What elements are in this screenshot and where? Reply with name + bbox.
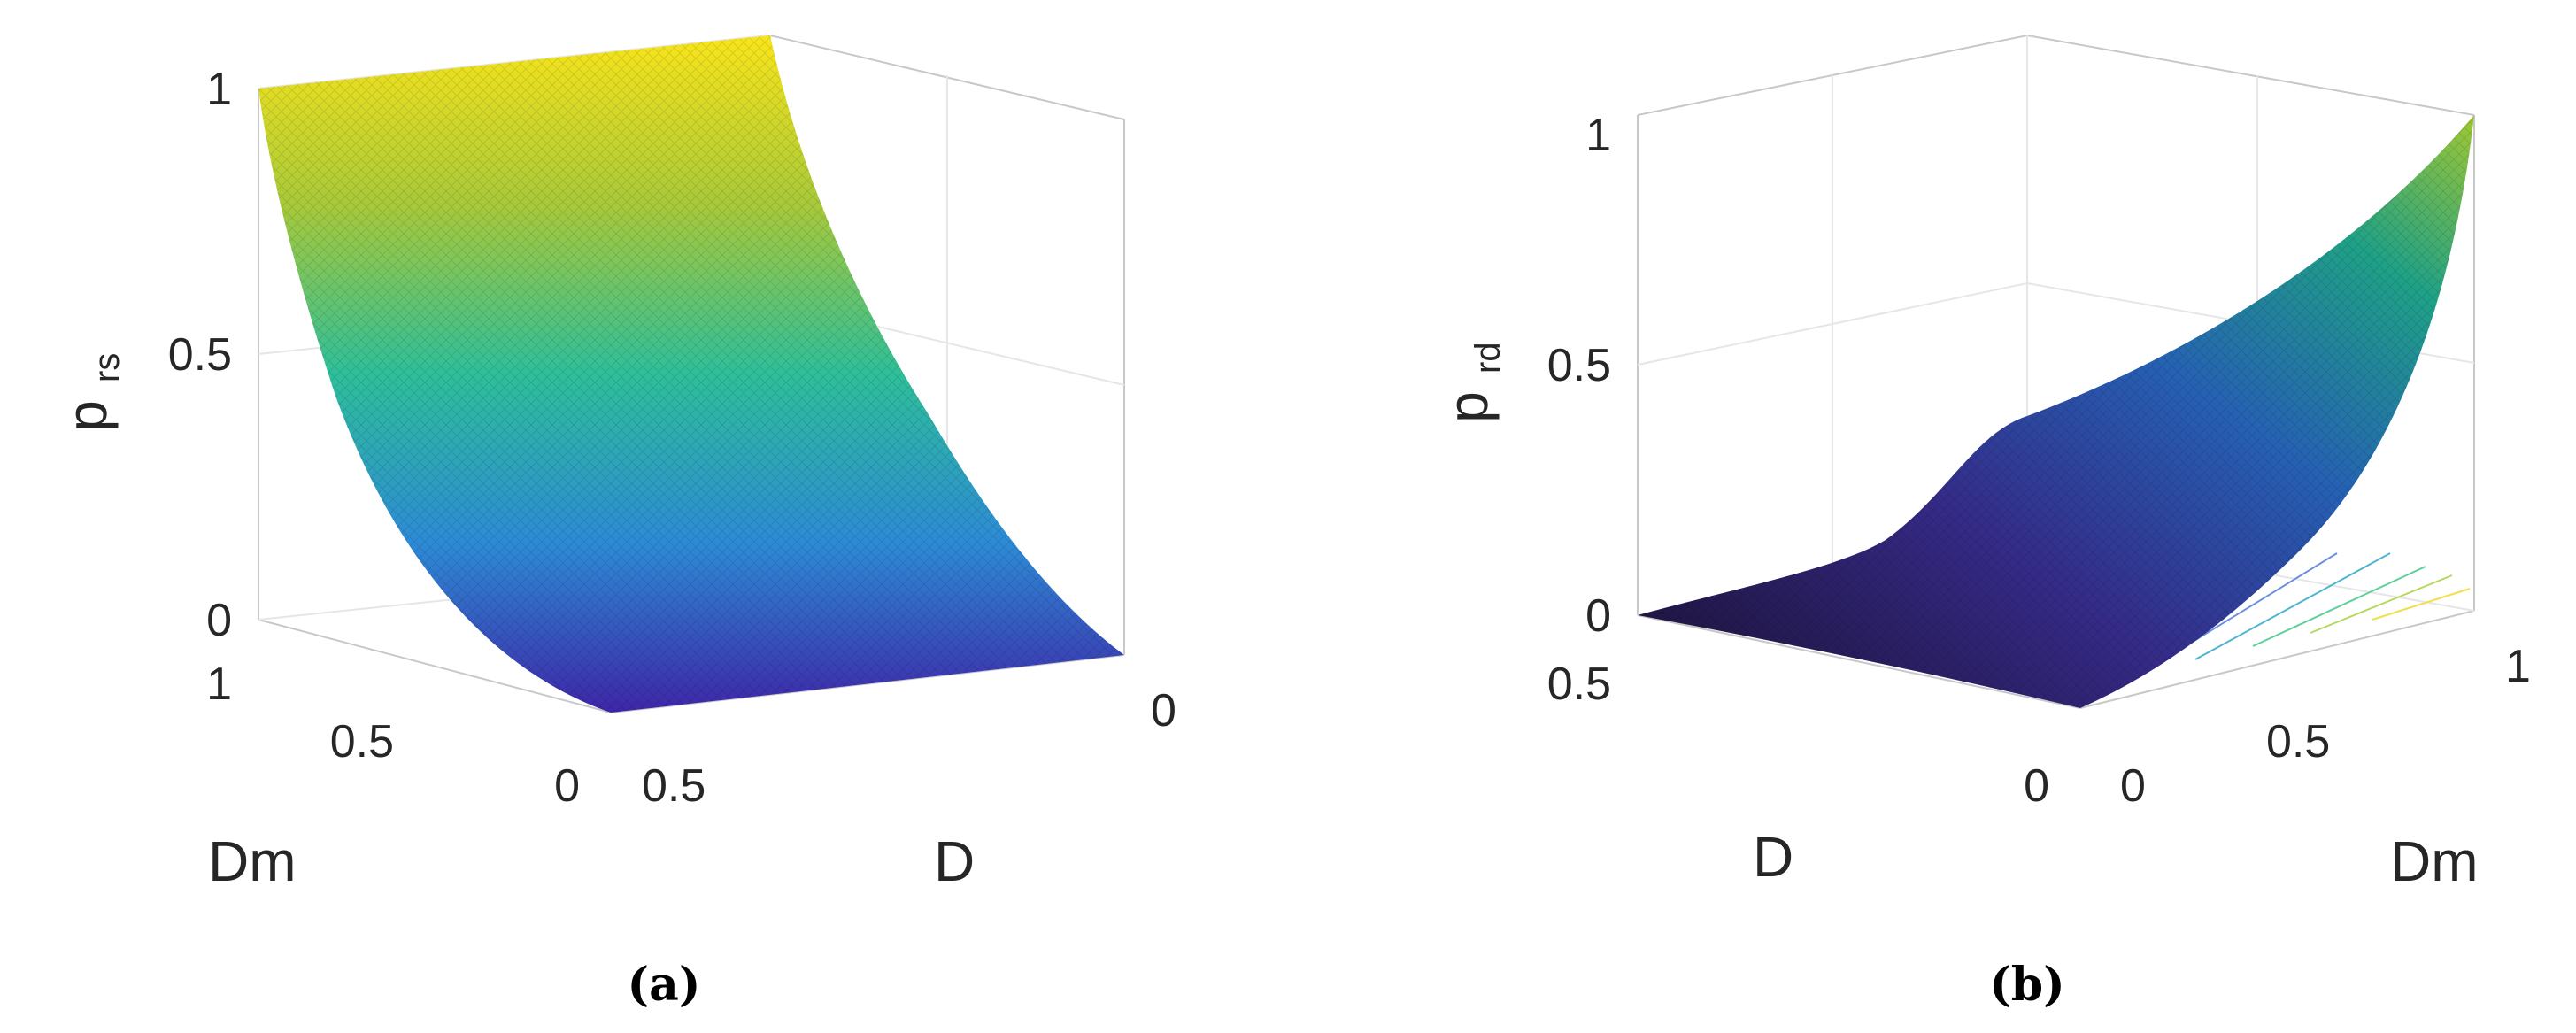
panel-b-mesh <box>1638 115 2474 708</box>
panel-b-zlabel: p rd <box>1436 342 1508 422</box>
panel-b-z-tick-05: 0.5 <box>1547 340 1611 391</box>
panel-a-z-tick-0: 0 <box>206 595 232 646</box>
panel-b-dm-tick-0: 0 <box>2120 760 2146 812</box>
panel-a-ylabel: Dm <box>208 829 297 893</box>
panel-b-d-tick-0: 0 <box>2024 760 2049 812</box>
panel-a-mesh <box>258 35 1124 713</box>
panel-a-dm-tick-1: 1 <box>206 659 232 710</box>
panel-b-dm-tick-1: 1 <box>2505 641 2531 692</box>
panel-a-dm-tick-05: 0.5 <box>330 716 394 767</box>
panel-b-z-tick-1: 1 <box>1585 110 1611 161</box>
panel-a-zlabel-sub: rs <box>88 353 127 382</box>
panel-a-zlabel: p rs <box>55 353 127 432</box>
panel-b-z-tick-0: 0 <box>1585 590 1611 642</box>
panel-b-zlabel-main: p <box>1436 391 1500 423</box>
panel-b-xlabel: D <box>1753 825 1793 889</box>
panel-b-d-tick-05: 0.5 <box>1547 659 1611 710</box>
panel-a-dm-tick-0: 0 <box>554 760 580 812</box>
panel-a-z-tick-05: 0.5 <box>168 329 232 381</box>
panel-a-d-tick-0: 0 <box>1151 685 1176 736</box>
panel-a-z-tick-1: 1 <box>206 64 232 115</box>
caption-a: (a) <box>628 958 701 1012</box>
panel-b-ylabel: Dm <box>2390 829 2479 893</box>
panel-b-dm-tick-05: 0.5 <box>2266 716 2330 767</box>
panel-a-zlabel-main: p <box>55 400 119 432</box>
panel-b-zlabel-sub: rd <box>1469 342 1508 374</box>
panel-b: 1 0.5 0 0.5 0 0 0.5 1 D Dm p rd (b) <box>1436 35 2531 1012</box>
panel-a-d-tick-05: 0.5 <box>642 760 706 812</box>
panel-a-xlabel: D <box>934 829 975 893</box>
caption-b: (b) <box>1989 958 2065 1012</box>
panel-a: 1 0.5 0 1 0.5 0 0.5 0 Dm D p rs (a) <box>55 35 1176 1012</box>
